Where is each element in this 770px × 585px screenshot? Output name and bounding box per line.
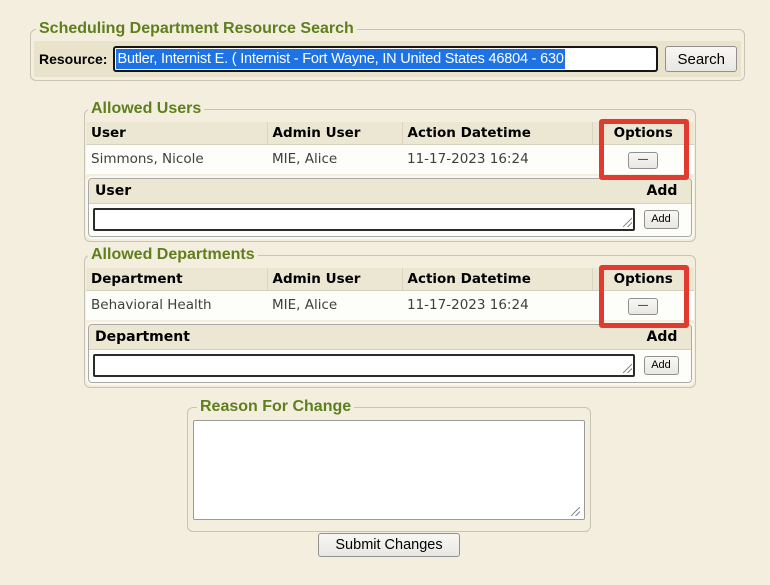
users-col-options: Options <box>591 122 694 145</box>
allowed-users-header-row: User Admin User Action Datetime Options <box>86 122 694 145</box>
allowed-departments-row: Behavioral Health MIE, Alice 11-17-2023 … <box>86 290 694 320</box>
add-department-label: Department <box>95 328 190 345</box>
users-col-user: User <box>86 122 267 145</box>
allowed-users-row: Simmons, Nicole MIE, Alice 11-17-2023 16… <box>86 144 694 174</box>
allowed-users-legend: Allowed Users <box>91 100 202 117</box>
department-cell: Behavioral Health <box>86 290 267 320</box>
remove-department-button[interactable]: — <box>628 297 658 315</box>
resource-input-selected-text: Butler, Internist E. ( Internist - Fort … <box>116 49 565 69</box>
depts-col-action-datetime: Action Datetime <box>401 268 592 291</box>
depts-col-admin-user: Admin User <box>266 268 402 291</box>
add-user-add-header: Add <box>646 182 678 199</box>
resource-row: Resource: Butler, Internist E. ( Interni… <box>34 41 741 77</box>
resource-input[interactable]: Butler, Internist E. ( Internist - Fort … <box>113 46 659 72</box>
allowed-departments-header-row: Department Admin User Action Datetime Op… <box>86 268 694 291</box>
add-user-label: User <box>95 182 132 199</box>
add-user-input-row: Add <box>89 203 691 236</box>
reason-for-change-fieldset: Reason For Change <box>187 398 591 532</box>
add-department-header-row: Department Add <box>89 324 691 350</box>
remove-user-button[interactable]: — <box>628 151 658 169</box>
users-col-admin-user: Admin User <box>266 122 402 145</box>
users-col-action-datetime: Action Datetime <box>401 122 592 145</box>
add-user-button[interactable]: Add <box>643 209 679 229</box>
add-department-input-row: Add <box>89 349 691 382</box>
allowed-departments-table: Department Admin User Action Datetime Op… <box>86 268 694 320</box>
add-department-box: Department Add Add <box>88 323 692 383</box>
allowed-users-table: User Admin User Action Datetime Options … <box>86 122 694 174</box>
admin-user-cell: MIE, Alice <box>267 290 402 320</box>
allowed-departments-legend: Allowed Departments <box>91 246 255 263</box>
resource-search-fieldset: Scheduling Department Resource Search Re… <box>30 20 745 81</box>
reason-for-change-textarea[interactable] <box>193 420 585 520</box>
add-user-input[interactable] <box>93 207 635 231</box>
depts-col-department: Department <box>86 268 267 291</box>
resource-search-legend: Scheduling Department Resource Search <box>39 20 354 37</box>
action-datetime-cell: 11-17-2023 16:24 <box>402 290 592 320</box>
admin-user-cell: MIE, Alice <box>267 144 402 174</box>
add-user-box: User Add Add <box>88 177 692 237</box>
reason-for-change-legend: Reason For Change <box>200 398 352 415</box>
add-user-header-row: User Add <box>89 178 691 204</box>
add-department-add-header: Add <box>646 328 678 345</box>
allowed-departments-fieldset: Allowed Departments Department Admin Use… <box>84 246 696 388</box>
add-department-input[interactable] <box>93 353 635 377</box>
search-button[interactable]: Search <box>665 46 737 72</box>
add-department-button[interactable]: Add <box>643 355 679 375</box>
resource-label: Resource: <box>39 51 108 67</box>
submit-changes-button[interactable]: Submit Changes <box>318 533 460 557</box>
user-cell: Simmons, Nicole <box>86 144 267 174</box>
allowed-users-fieldset: Allowed Users User Admin User Action Dat… <box>84 100 696 242</box>
depts-col-options: Options <box>591 268 694 291</box>
action-datetime-cell: 11-17-2023 16:24 <box>402 144 592 174</box>
